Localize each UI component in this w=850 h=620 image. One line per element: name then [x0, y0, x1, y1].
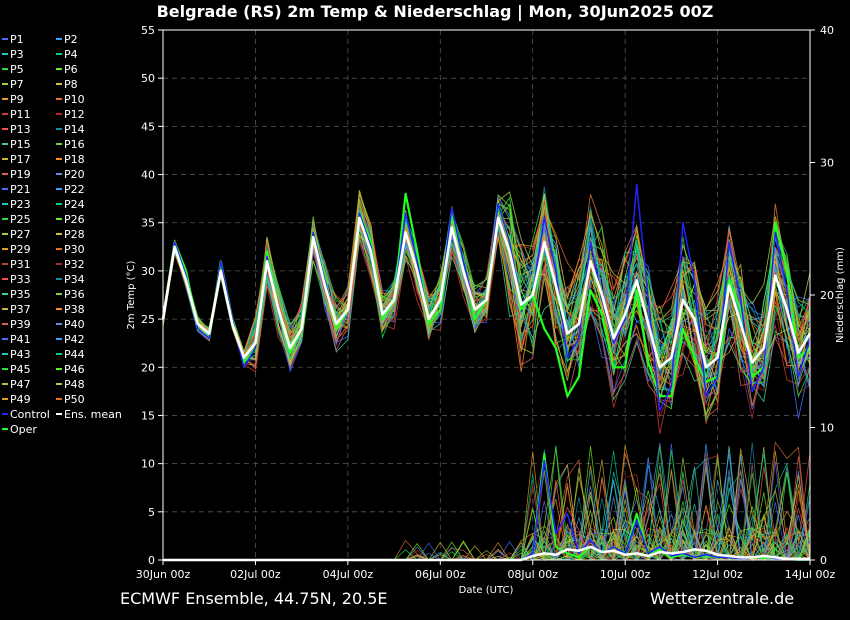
- member-temp-line: [162, 202, 811, 356]
- x-axis-label: Date (UTC): [459, 585, 514, 596]
- y-tick-label: 45: [141, 120, 155, 133]
- y-tick-label: 25: [141, 313, 155, 326]
- legend-label: P48: [64, 378, 85, 391]
- member-precip-line: [163, 445, 811, 562]
- x-tick-label: 04Jul 00z: [323, 568, 374, 581]
- y-tick-label: 5: [148, 506, 155, 519]
- legend-label: Control: [10, 408, 50, 421]
- legend-label: P24: [64, 198, 85, 211]
- legend-label: P43: [10, 348, 31, 361]
- legend-label: P13: [10, 123, 31, 136]
- legend-label: P9: [10, 93, 24, 106]
- legend-label: P44: [64, 348, 85, 361]
- y-tick-label: 10: [141, 458, 155, 471]
- y-axis-right: 0 10 20 30 40: [810, 24, 834, 567]
- legend-label: P39: [10, 318, 31, 331]
- legend-label: P19: [10, 168, 31, 181]
- legend-label: P18: [64, 153, 85, 166]
- y-axis-label-left: 2m Temp (°C): [126, 260, 137, 329]
- legend-label: P28: [64, 228, 85, 241]
- legend-label: P41: [10, 333, 31, 346]
- legend-label: P11: [10, 108, 31, 121]
- legend-label: P25: [10, 213, 31, 226]
- legend-label: P31: [10, 258, 31, 271]
- y2-tick-label: 10: [820, 422, 834, 435]
- legend-label: P23: [10, 198, 31, 211]
- x-tick-label: 30Jun 00z: [136, 568, 191, 581]
- legend-label: P15: [10, 138, 31, 151]
- legend-label: P37: [10, 303, 31, 316]
- y-tick-label: 55: [141, 24, 155, 37]
- legend-label: P8: [64, 78, 78, 91]
- y-tick-label: 15: [141, 409, 155, 422]
- y-tick-label: 40: [141, 169, 155, 182]
- x-tick-label: 08Jul 00z: [507, 568, 558, 581]
- legend-label: P6: [64, 63, 78, 76]
- y-axis-left: 0 5 10 15 20 25 30 35 40 45 50 55: [141, 24, 163, 567]
- x-tick-label: 02Jul 00z: [230, 568, 281, 581]
- x-axis: 30Jun 00z 02Jul 00z 04Jul 00z 06Jul 00z 08Ju…: [136, 560, 836, 581]
- legend-label: P36: [64, 288, 85, 301]
- legend-label: P21: [10, 183, 31, 196]
- legend-label: P26: [64, 213, 85, 226]
- legend-label: P29: [10, 243, 31, 256]
- legend-label: Oper: [10, 423, 37, 436]
- legend-label: P33: [10, 273, 31, 286]
- legend-label: P45: [10, 363, 31, 376]
- legend-label: P50: [64, 393, 85, 406]
- precipitation-layer: [163, 441, 811, 562]
- mean-temp-line: [161, 216, 812, 369]
- y2-tick-label: 30: [820, 157, 834, 170]
- legend-label: P30: [64, 243, 85, 256]
- legend-label: P4: [64, 48, 78, 61]
- x-tick-label: 14Jul 00z: [785, 568, 836, 581]
- member-precip-line: [163, 445, 811, 561]
- chart-title: Belgrade (RS) 2m Temp & Niederschlag | M…: [157, 2, 714, 22]
- legend-label: P14: [64, 123, 85, 136]
- legend-label: P40: [64, 318, 85, 331]
- legend-label: P49: [10, 393, 31, 406]
- y-tick-label: 35: [141, 217, 155, 230]
- legend-label: P3: [10, 48, 24, 61]
- legend-label: P16: [64, 138, 85, 151]
- y2-tick-label: 0: [820, 554, 827, 567]
- y2-tick-label: 40: [820, 24, 834, 37]
- footer-source: ECMWF Ensemble, 44.75N, 20.5E: [120, 589, 388, 608]
- legend-label: P47: [10, 378, 31, 391]
- y-axis-label-right: Niederschlag (mm): [835, 247, 846, 343]
- legend-label: P17: [10, 153, 31, 166]
- legend-label: P42: [64, 333, 85, 346]
- legend: P1 P2 P3 P4 P5 P6 P7 P8 P9 P10 P11 P12 P13 P14 P15 P16 P…: [2, 33, 122, 436]
- x-tick-label: 10Jul 00z: [600, 568, 651, 581]
- legend-label: P10: [64, 93, 85, 106]
- legend-label: P7: [10, 78, 24, 91]
- legend-label: P35: [10, 288, 31, 301]
- legend-label: P1: [10, 33, 24, 46]
- x-tick-label: 12Jul 00z: [692, 568, 743, 581]
- y-tick-label: 20: [141, 361, 155, 374]
- y-tick-label: 0: [148, 554, 155, 567]
- legend-label: P34: [64, 273, 85, 286]
- x-tick-label: 06Jul 00z: [415, 568, 466, 581]
- legend-label: P20: [64, 168, 85, 181]
- legend-label: P46: [64, 363, 85, 376]
- legend-label: P12: [64, 108, 85, 121]
- y2-tick-label: 20: [820, 289, 834, 302]
- legend-label: P5: [10, 63, 24, 76]
- y-tick-label: 50: [141, 72, 155, 85]
- legend-label: Ens. mean: [64, 408, 122, 421]
- y-tick-label: 30: [141, 265, 155, 278]
- footer-site: Wetterzentrale.de: [650, 589, 794, 608]
- legend-label: P38: [64, 303, 85, 316]
- legend-label: P22: [64, 183, 85, 196]
- legend-label: P2: [64, 33, 78, 46]
- legend-label: P27: [10, 228, 31, 241]
- legend-label: P32: [64, 258, 85, 271]
